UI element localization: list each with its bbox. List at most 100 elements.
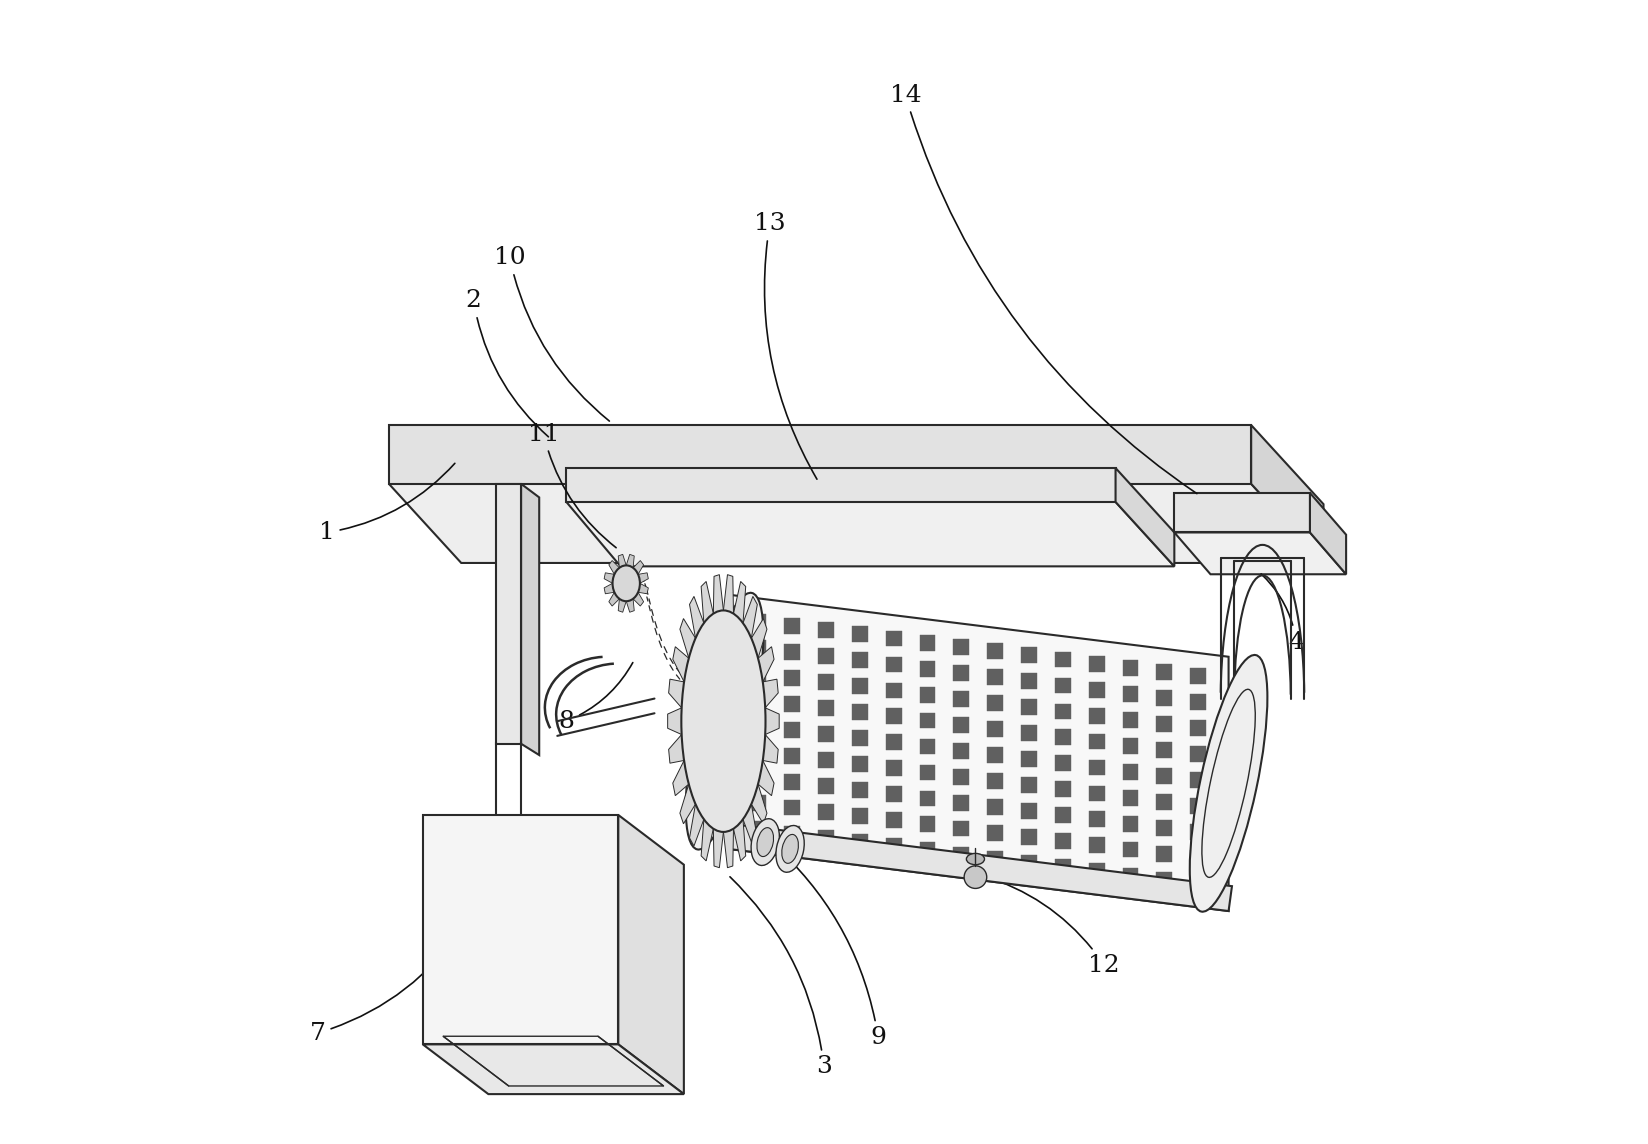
Polygon shape bbox=[1122, 712, 1139, 728]
Polygon shape bbox=[1055, 808, 1071, 824]
Polygon shape bbox=[567, 468, 1116, 502]
Polygon shape bbox=[920, 764, 936, 780]
Polygon shape bbox=[784, 826, 801, 842]
Polygon shape bbox=[1175, 493, 1310, 532]
Polygon shape bbox=[1157, 690, 1172, 706]
Polygon shape bbox=[1089, 733, 1104, 749]
Polygon shape bbox=[633, 561, 644, 574]
Polygon shape bbox=[667, 708, 682, 734]
Polygon shape bbox=[954, 742, 969, 758]
Polygon shape bbox=[618, 815, 684, 1094]
Polygon shape bbox=[885, 734, 901, 750]
Polygon shape bbox=[626, 555, 634, 567]
Polygon shape bbox=[669, 680, 684, 708]
Polygon shape bbox=[1251, 426, 1323, 563]
Polygon shape bbox=[784, 748, 801, 763]
Polygon shape bbox=[1190, 824, 1206, 840]
Polygon shape bbox=[1055, 859, 1071, 875]
Polygon shape bbox=[885, 708, 901, 724]
Polygon shape bbox=[852, 782, 868, 797]
Polygon shape bbox=[885, 683, 901, 698]
Polygon shape bbox=[743, 596, 758, 638]
Polygon shape bbox=[700, 819, 714, 861]
Polygon shape bbox=[954, 847, 969, 863]
Polygon shape bbox=[1157, 845, 1172, 861]
Polygon shape bbox=[750, 614, 766, 629]
Text: 7: 7 bbox=[310, 927, 463, 1044]
Polygon shape bbox=[1157, 742, 1172, 757]
Polygon shape bbox=[817, 649, 834, 664]
Polygon shape bbox=[1089, 708, 1104, 723]
Polygon shape bbox=[1190, 850, 1206, 866]
Polygon shape bbox=[987, 669, 1004, 685]
Polygon shape bbox=[733, 581, 745, 623]
Polygon shape bbox=[689, 804, 704, 845]
Polygon shape bbox=[765, 708, 780, 734]
Polygon shape bbox=[633, 593, 644, 606]
Polygon shape bbox=[1089, 656, 1104, 672]
Polygon shape bbox=[1022, 777, 1037, 793]
Polygon shape bbox=[954, 820, 969, 836]
Polygon shape bbox=[1175, 532, 1346, 574]
Polygon shape bbox=[1122, 867, 1139, 883]
Polygon shape bbox=[817, 674, 834, 690]
Polygon shape bbox=[1022, 829, 1037, 845]
Polygon shape bbox=[954, 639, 969, 654]
Polygon shape bbox=[954, 795, 969, 810]
Polygon shape bbox=[714, 828, 723, 867]
Polygon shape bbox=[608, 593, 620, 606]
Polygon shape bbox=[681, 784, 695, 824]
Polygon shape bbox=[681, 619, 695, 658]
Polygon shape bbox=[567, 502, 1175, 566]
Polygon shape bbox=[1157, 794, 1172, 810]
Polygon shape bbox=[885, 812, 901, 828]
Polygon shape bbox=[750, 744, 766, 760]
Polygon shape bbox=[1122, 686, 1139, 701]
Polygon shape bbox=[1022, 803, 1037, 819]
Polygon shape bbox=[750, 666, 766, 682]
Polygon shape bbox=[885, 786, 901, 802]
Polygon shape bbox=[750, 639, 766, 656]
Polygon shape bbox=[987, 799, 1004, 815]
Polygon shape bbox=[784, 696, 801, 712]
Polygon shape bbox=[1022, 674, 1037, 689]
Polygon shape bbox=[728, 824, 1233, 911]
Polygon shape bbox=[758, 761, 775, 796]
Polygon shape bbox=[885, 657, 901, 673]
Polygon shape bbox=[1157, 665, 1172, 680]
Polygon shape bbox=[817, 778, 834, 794]
Polygon shape bbox=[920, 817, 936, 833]
Polygon shape bbox=[954, 769, 969, 785]
Polygon shape bbox=[987, 747, 1004, 763]
Polygon shape bbox=[852, 756, 868, 772]
Polygon shape bbox=[954, 691, 969, 707]
Polygon shape bbox=[389, 484, 1323, 563]
Polygon shape bbox=[954, 717, 969, 732]
Polygon shape bbox=[784, 800, 801, 816]
Polygon shape bbox=[672, 761, 689, 796]
Polygon shape bbox=[852, 678, 868, 694]
Polygon shape bbox=[987, 696, 1004, 710]
Ellipse shape bbox=[681, 611, 766, 832]
Polygon shape bbox=[728, 595, 1228, 911]
Polygon shape bbox=[1157, 872, 1172, 888]
Polygon shape bbox=[1089, 760, 1104, 776]
Polygon shape bbox=[1055, 730, 1071, 745]
Polygon shape bbox=[784, 773, 801, 789]
Ellipse shape bbox=[776, 826, 804, 872]
Polygon shape bbox=[618, 598, 626, 612]
Ellipse shape bbox=[1190, 656, 1267, 912]
Polygon shape bbox=[1022, 648, 1037, 664]
Text: 4: 4 bbox=[1261, 574, 1304, 653]
Text: 12: 12 bbox=[982, 875, 1121, 977]
Polygon shape bbox=[784, 722, 801, 738]
Polygon shape bbox=[987, 721, 1004, 737]
Polygon shape bbox=[700, 581, 714, 623]
Polygon shape bbox=[1089, 786, 1104, 802]
Polygon shape bbox=[750, 821, 766, 837]
Polygon shape bbox=[1122, 764, 1139, 779]
Polygon shape bbox=[1122, 660, 1139, 676]
Polygon shape bbox=[1022, 855, 1037, 871]
Ellipse shape bbox=[756, 827, 773, 857]
Polygon shape bbox=[1310, 493, 1346, 574]
